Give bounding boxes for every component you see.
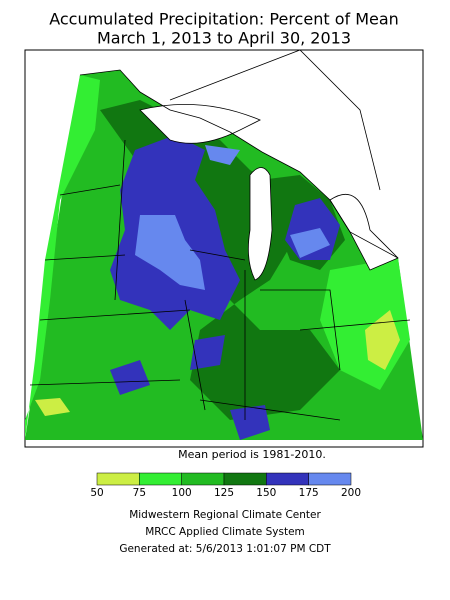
- region: [230, 405, 270, 440]
- lake: [247, 167, 273, 281]
- legend-swatch: [308, 472, 352, 486]
- legend-swatch: [181, 472, 225, 486]
- legend-swatch: [139, 472, 182, 486]
- footer-line: Generated at: 5/6/2013 1:01:07 PM CDT: [119, 543, 331, 555]
- region: [190, 335, 225, 370]
- legend-tick-label: 100: [172, 487, 192, 499]
- legend: 50 75 100 125 150 175 200: [90, 472, 361, 499]
- footer-line: Midwestern Regional Climate Center: [129, 509, 321, 521]
- title-line: March 1, 2013 to April 30, 2013: [97, 29, 351, 48]
- lake: [139, 104, 261, 144]
- legend-tick-label: 175: [299, 487, 319, 499]
- region: [110, 360, 150, 395]
- legend-swatch: [266, 472, 309, 486]
- region: [35, 398, 70, 416]
- border: [79, 49, 399, 259]
- region: [290, 228, 330, 258]
- legend-swatch: [96, 472, 140, 486]
- footer-line: MRCC Applied Climate System: [145, 526, 305, 538]
- legend-tick-label: 125: [214, 487, 234, 499]
- legend-tick-label: 50: [90, 487, 103, 499]
- map: [24, 49, 424, 448]
- legend-tick-label: 75: [133, 487, 146, 499]
- region: [135, 215, 205, 290]
- legend-tick-label: 150: [256, 487, 276, 499]
- lake: [329, 194, 399, 271]
- region: [25, 75, 100, 440]
- legend-swatch: [223, 472, 267, 486]
- border: [29, 139, 411, 421]
- region: [365, 310, 400, 370]
- note: Mean period is 1981-2010.: [178, 448, 326, 461]
- title-line: Accumulated Precipitation: Percent of Me…: [49, 10, 399, 29]
- legend-tick-label: 200: [341, 487, 361, 499]
- region: [205, 145, 240, 165]
